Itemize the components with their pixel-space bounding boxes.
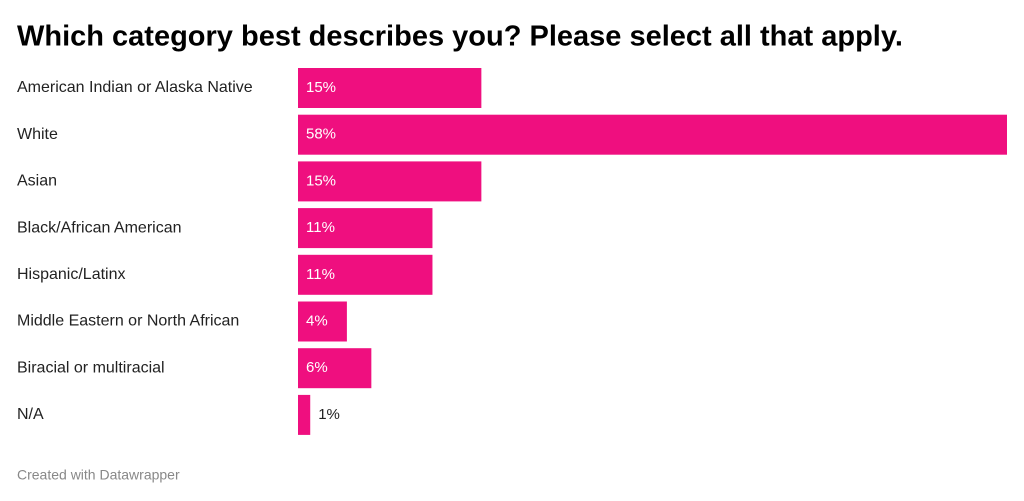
- value-label: 1%: [318, 406, 340, 423]
- category-label: Hispanic/Latinx: [17, 266, 126, 283]
- bar: [298, 161, 482, 202]
- category-label: Biracial or multiracial: [17, 359, 165, 376]
- bar: [298, 114, 1007, 155]
- bar: [298, 394, 311, 435]
- value-label: 15%: [306, 79, 336, 96]
- value-label: 6%: [306, 359, 328, 376]
- category-label: Black/African American: [17, 219, 182, 236]
- bar: [298, 68, 482, 108]
- bar: [298, 208, 433, 249]
- chart-title: Which category best describes you? Pleas…: [17, 21, 903, 53]
- bar: [298, 254, 433, 295]
- value-label: 15%: [306, 172, 336, 189]
- category-label: American Indian or Alaska Native: [17, 79, 253, 96]
- credit: Created with Datawrapper: [17, 467, 180, 483]
- value-label: 58%: [306, 126, 336, 143]
- value-label: 11%: [306, 266, 335, 283]
- category-label: White: [17, 126, 58, 143]
- category-label: Middle Eastern or North African: [17, 313, 239, 330]
- category-label: Asian: [17, 173, 57, 190]
- category-label: N/A: [17, 406, 44, 423]
- value-label: 4%: [306, 312, 328, 329]
- bar: [298, 301, 347, 342]
- bar: [298, 348, 372, 389]
- value-label: 11%: [306, 219, 335, 236]
